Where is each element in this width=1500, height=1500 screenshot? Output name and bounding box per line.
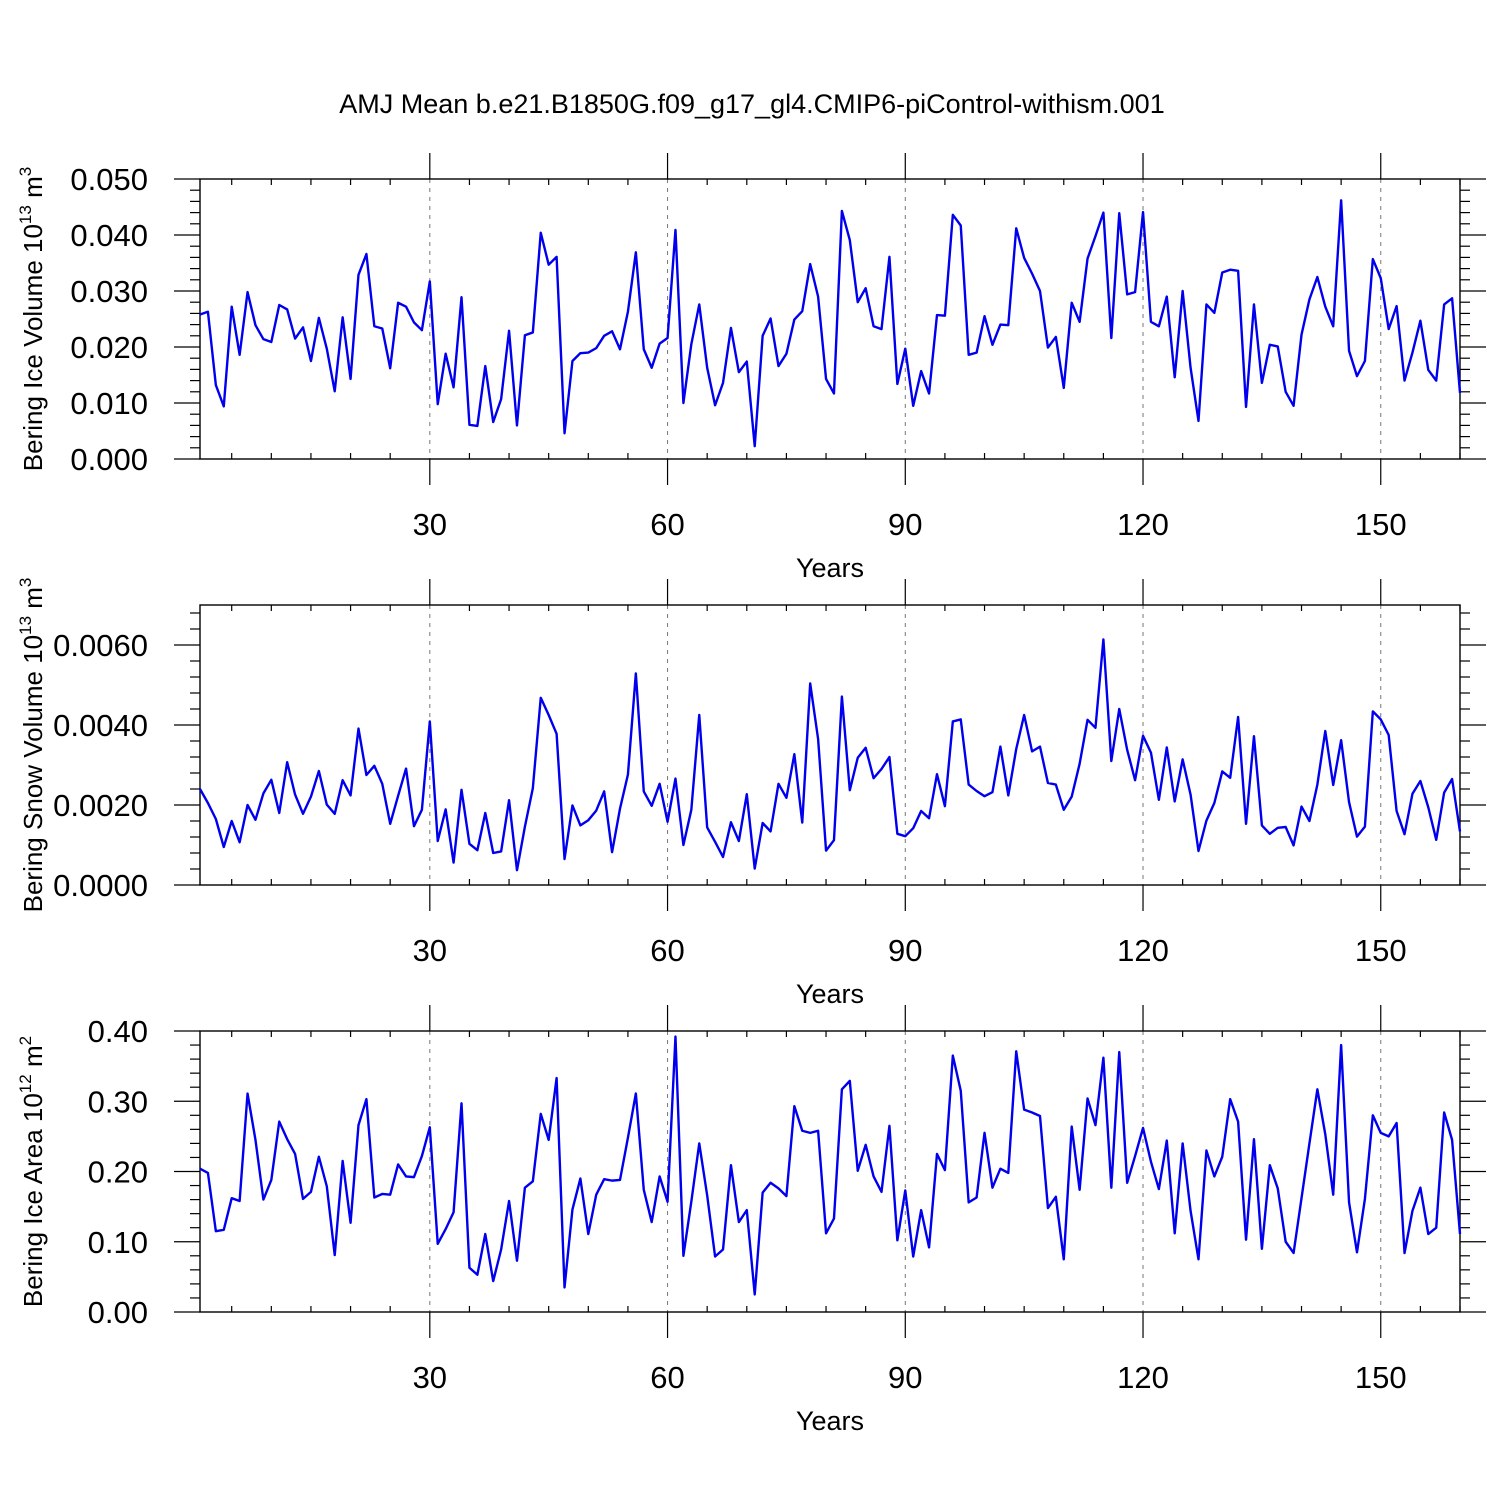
y-axis-label-text: m xyxy=(18,587,48,616)
y-axis-label-exponent: 12 xyxy=(16,1074,35,1093)
x-axis-label: Years xyxy=(796,979,864,1009)
x-tick-label: 60 xyxy=(650,507,684,542)
y-axis-label-text: m xyxy=(18,176,48,205)
y-axis-label: Bering Ice Volume 1013 m3 xyxy=(16,167,48,471)
y-tick-label: 0.020 xyxy=(70,330,148,365)
chart-title: AMJ Mean b.e21.B1850G.f09_g17_gl4.CMIP6-… xyxy=(339,89,1164,119)
y-tick-label: 0.050 xyxy=(70,162,148,197)
panel-ice-area: 30 60 90 120 150 0.00 0.10 0.20 0.30 0.40 Years Ber… xyxy=(16,1005,1486,1436)
y-axis-label-text: Bering Ice Volume 10 xyxy=(18,224,48,471)
x-tick-label: 30 xyxy=(413,1360,447,1395)
y-tick-label: 0.000 xyxy=(70,442,148,477)
y-axis-label-exponent: 13 xyxy=(16,205,35,224)
y-tick-label: 0.0000 xyxy=(53,868,148,903)
y-tick-label: 0.010 xyxy=(70,386,148,421)
series-line xyxy=(199,1035,1462,1296)
y-axis-label-exponent: 2 xyxy=(16,1036,35,1045)
x-tick-label: 120 xyxy=(1117,507,1169,542)
y-tick-label: 0.040 xyxy=(70,218,148,253)
y-tick-label: 0.030 xyxy=(70,274,148,309)
panel-snow-volume: 30 60 90 120 150 0.0000 0.0020 0.0040 0.0060 Year… xyxy=(16,578,1486,1009)
x-axis-label: Years xyxy=(796,553,864,583)
y-tick-label: 0.0020 xyxy=(53,788,148,823)
x-axis-label: Years xyxy=(796,1406,864,1436)
x-tick-label: 120 xyxy=(1117,933,1169,968)
y-axis-label-text: m xyxy=(18,1045,48,1074)
y-tick-label: 0.10 xyxy=(88,1225,148,1260)
plot-frame xyxy=(199,604,1461,886)
x-tick-label: 120 xyxy=(1117,1360,1169,1395)
x-tick-label: 90 xyxy=(888,507,922,542)
x-tick-label: 60 xyxy=(650,1360,684,1395)
x-tick-label: 30 xyxy=(413,507,447,542)
plot-frame xyxy=(199,178,1461,460)
plot-frame xyxy=(199,1030,1461,1313)
y-axis-label-text: Bering Snow Volume 10 xyxy=(18,635,48,913)
x-tick-label: 150 xyxy=(1355,933,1407,968)
y-tick-label: 0.40 xyxy=(88,1014,148,1049)
x-tick-label: 60 xyxy=(650,933,684,968)
y-axis-label-exponent: 13 xyxy=(16,616,35,635)
y-axis-label: Bering Ice Area 1012 m2 xyxy=(16,1036,48,1307)
y-axis-label-text: Bering Ice Area 10 xyxy=(18,1093,48,1307)
y-axis-label: Bering Snow Volume 1013 m3 xyxy=(16,578,48,913)
x-tick-label: 150 xyxy=(1355,1360,1407,1395)
x-tick-label: 90 xyxy=(888,933,922,968)
panel-ice-volume: 30 60 90 120 150 0.000 0.010 0.020 0.030 0.040 0.0… xyxy=(16,153,1486,583)
y-tick-label: 0.30 xyxy=(88,1084,148,1119)
y-axis-label-exponent: 3 xyxy=(16,167,35,176)
y-axis-label-exponent: 3 xyxy=(16,578,35,587)
y-tick-label: 0.0060 xyxy=(53,628,148,663)
series-line xyxy=(199,199,1462,448)
series-line xyxy=(198,638,1462,872)
y-tick-label: 0.20 xyxy=(88,1155,148,1190)
x-tick-label: 150 xyxy=(1355,507,1407,542)
y-tick-label: 0.00 xyxy=(88,1295,148,1330)
x-tick-label: 90 xyxy=(888,1360,922,1395)
x-tick-label: 30 xyxy=(413,933,447,968)
y-tick-label: 0.0040 xyxy=(53,708,148,743)
